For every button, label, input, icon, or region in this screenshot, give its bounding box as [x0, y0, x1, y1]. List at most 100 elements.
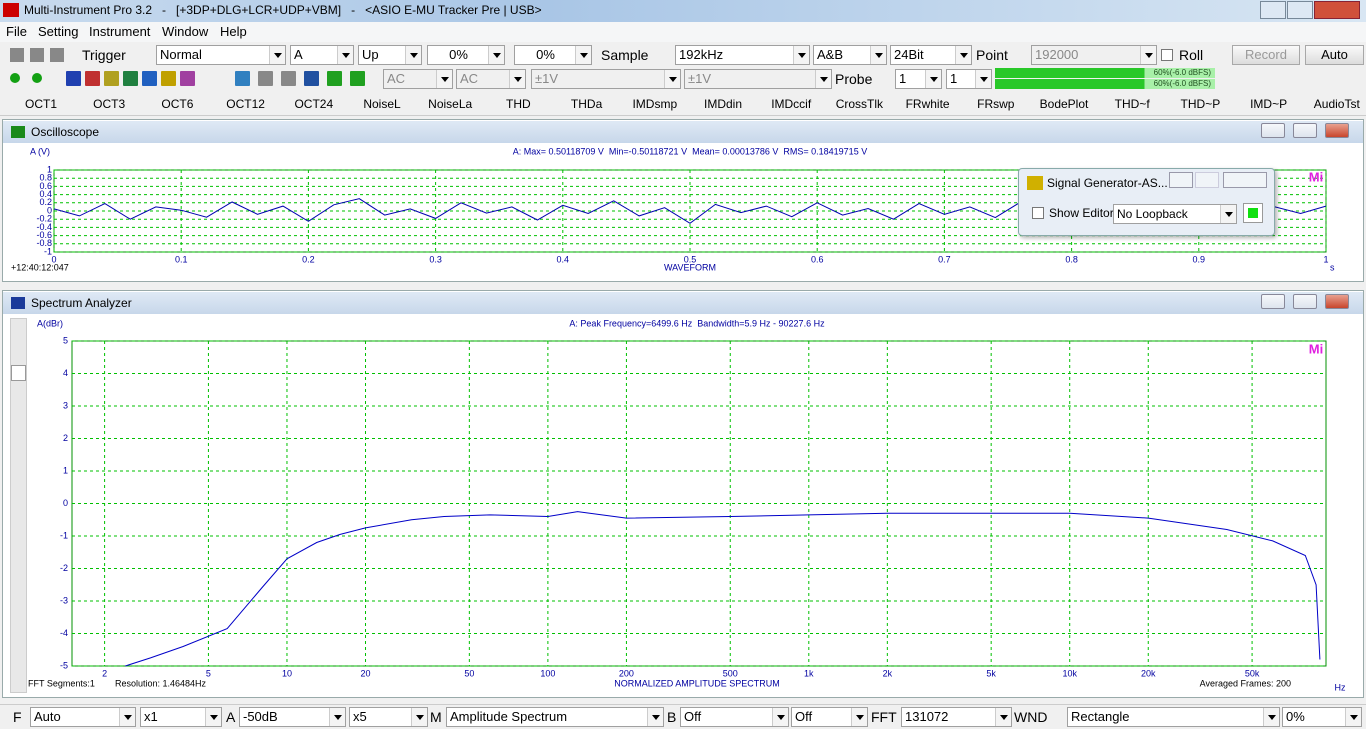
- tool-icon[interactable]: [10, 48, 24, 62]
- tool-icon[interactable]: [327, 71, 342, 86]
- scrollbar[interactable]: [10, 318, 27, 693]
- dropdown-arrow[interactable]: [411, 708, 427, 726]
- close-button[interactable]: [1223, 172, 1267, 188]
- analysis-button[interactable]: IMDsmp: [632, 97, 678, 111]
- analysis-button[interactable]: THDa: [570, 97, 603, 111]
- tool-icon[interactable]: [304, 71, 319, 86]
- dropdown-arrow[interactable]: [405, 46, 421, 64]
- tool-icon[interactable]: [104, 71, 119, 86]
- maximize-button[interactable]: [1293, 294, 1317, 309]
- combo-box[interactable]: A: [290, 45, 354, 65]
- dropdown-arrow[interactable]: [975, 70, 991, 88]
- analysis-button[interactable]: OCT3: [93, 97, 126, 111]
- analysis-button[interactable]: OCT1: [24, 97, 57, 111]
- dropdown-arrow[interactable]: [647, 708, 663, 726]
- combo-box[interactable]: 192kHz: [675, 45, 810, 65]
- analysis-button[interactable]: NoiseLa: [428, 97, 473, 111]
- analysis-button[interactable]: CrossTlk: [835, 97, 884, 111]
- combo-box[interactable]: Off: [680, 707, 789, 727]
- minimize-button[interactable]: [1261, 123, 1285, 138]
- dropdown-arrow[interactable]: [1345, 708, 1361, 726]
- analysis-button[interactable]: OCT12: [226, 97, 265, 111]
- combo-box[interactable]: Rectangle: [1067, 707, 1280, 727]
- tool-icon[interactable]: [180, 71, 195, 86]
- combo-box[interactable]: 0%: [514, 45, 592, 65]
- analysis-button[interactable]: AudioTst: [1313, 97, 1360, 111]
- analysis-button[interactable]: THD~f: [1114, 97, 1150, 111]
- combo-box[interactable]: Up: [358, 45, 422, 65]
- dropdown-arrow[interactable]: [119, 708, 135, 726]
- dropdown-arrow[interactable]: [851, 708, 867, 726]
- dropdown-arrow[interactable]: [509, 70, 525, 88]
- tool-icon[interactable]: [123, 71, 138, 86]
- analysis-button[interactable]: NoiseL: [363, 97, 401, 111]
- menu-item[interactable]: Instrument: [89, 24, 151, 39]
- tool-icon[interactable]: [235, 71, 250, 86]
- combo-box[interactable]: 0%: [427, 45, 505, 65]
- combo-box[interactable]: -50dB: [239, 707, 346, 727]
- analysis-button[interactable]: BodePlot: [1039, 97, 1089, 111]
- tool-icon[interactable]: [258, 71, 273, 86]
- dropdown-arrow[interactable]: [793, 46, 809, 64]
- combo-box[interactable]: AC: [456, 69, 526, 89]
- close-button[interactable]: [1314, 1, 1360, 19]
- combo-box[interactable]: 24Bit: [890, 45, 972, 65]
- analysis-button[interactable]: THD~P: [1180, 97, 1221, 111]
- combo-box[interactable]: Auto: [30, 707, 136, 727]
- dropdown-arrow[interactable]: [1263, 708, 1279, 726]
- tool-icon[interactable]: [85, 71, 100, 86]
- analysis-button[interactable]: IMDdin: [703, 97, 742, 111]
- combo-box[interactable]: ±1V: [531, 69, 681, 89]
- minimize-button[interactable]: [1261, 294, 1285, 309]
- combo-box[interactable]: 0%: [1282, 707, 1362, 727]
- close-button[interactable]: [1325, 123, 1349, 138]
- tool-icon[interactable]: [50, 48, 64, 62]
- combo-box[interactable]: 131072: [901, 707, 1012, 727]
- dropdown-arrow[interactable]: [772, 708, 788, 726]
- combo-box[interactable]: Normal: [156, 45, 286, 65]
- checkbox[interactable]: [1161, 49, 1173, 61]
- dropdown-arrow[interactable]: [815, 70, 831, 88]
- dropdown-arrow[interactable]: [955, 46, 971, 64]
- maximize-button[interactable]: [1293, 123, 1317, 138]
- combo-box[interactable]: Off: [791, 707, 868, 727]
- button[interactable]: Auto: [1305, 45, 1364, 65]
- analysis-button[interactable]: OCT6: [161, 97, 194, 111]
- combo-box[interactable]: x5: [349, 707, 428, 727]
- tool-icon[interactable]: [10, 73, 20, 83]
- dropdown-arrow[interactable]: [664, 70, 680, 88]
- dropdown-arrow[interactable]: [269, 46, 285, 64]
- close-button[interactable]: [1325, 294, 1349, 309]
- combo-box[interactable]: AC: [383, 69, 453, 89]
- maximize-button[interactable]: [1195, 172, 1219, 188]
- combo-box[interactable]: x1: [140, 707, 222, 727]
- combo-box[interactable]: No Loopback: [1113, 204, 1237, 224]
- checkbox[interactable]: [1032, 207, 1044, 219]
- minimize-button[interactable]: [1260, 1, 1286, 19]
- dropdown-arrow[interactable]: [205, 708, 221, 726]
- menu-item[interactable]: Window: [162, 24, 209, 39]
- analysis-button[interactable]: IMDccif: [771, 97, 812, 111]
- dropdown-arrow[interactable]: [995, 708, 1011, 726]
- analysis-button[interactable]: THD: [506, 97, 531, 111]
- menu-item[interactable]: File: [6, 24, 27, 39]
- menu-item[interactable]: Help: [220, 24, 247, 39]
- dropdown-arrow[interactable]: [1220, 205, 1236, 223]
- maximize-button[interactable]: [1287, 1, 1313, 19]
- dropdown-arrow[interactable]: [337, 46, 353, 64]
- combo-box[interactable]: 1: [946, 69, 992, 89]
- dropdown-arrow[interactable]: [436, 70, 452, 88]
- spinner[interactable]: [575, 46, 591, 64]
- analysis-button[interactable]: IMD~P: [1250, 97, 1288, 111]
- combo-box[interactable]: ±1V: [684, 69, 832, 89]
- dropdown-arrow[interactable]: [925, 70, 941, 88]
- spinner[interactable]: [488, 46, 504, 64]
- tool-icon[interactable]: [30, 48, 44, 62]
- menu-item[interactable]: Setting: [38, 24, 79, 39]
- tool-icon[interactable]: [350, 71, 365, 86]
- dropdown-arrow[interactable]: [329, 708, 345, 726]
- tool-icon[interactable]: [281, 71, 296, 86]
- tool-icon[interactable]: [161, 71, 176, 86]
- combo-box[interactable]: 1: [895, 69, 942, 89]
- tool-icon[interactable]: [66, 71, 81, 86]
